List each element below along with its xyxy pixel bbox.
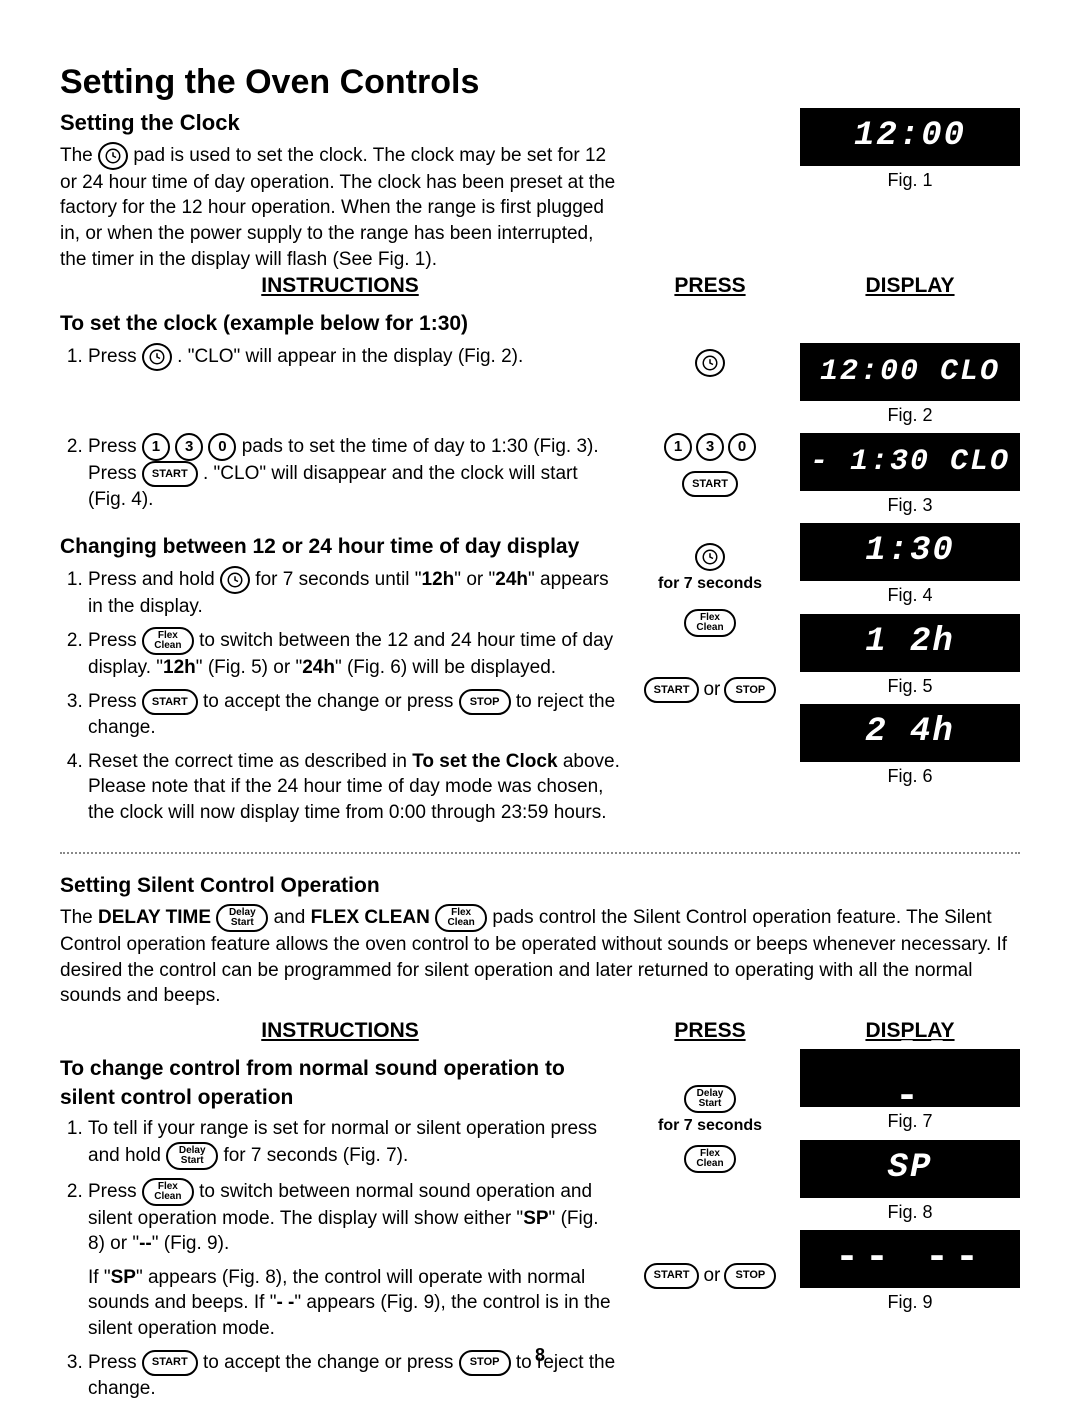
- caption-fig3: Fig. 3: [800, 493, 1020, 517]
- section-divider: [60, 852, 1020, 854]
- page-title: Setting the Oven Controls: [60, 60, 1020, 106]
- intro-text-2: pad is used to set the clock. The clock …: [60, 145, 615, 270]
- heading-12-24: Changing between 12 or 24 hour time of d…: [60, 533, 620, 561]
- display-fig1: 12:00: [800, 108, 1020, 166]
- caption-fig4: Fig. 4: [800, 583, 1020, 607]
- caption-fig8: Fig. 8: [800, 1200, 1020, 1224]
- press-flex-clean: FlexClean: [684, 609, 736, 637]
- flex-clean-pad: FlexClean: [142, 627, 194, 655]
- press-flex-clean-2: FlexClean: [684, 1145, 736, 1173]
- start-pad: START: [142, 461, 198, 487]
- step-1224-1: Press and hold for 7 seconds until "12h"…: [88, 566, 620, 620]
- silent-step-1: To tell if your range is set for normal …: [88, 1116, 620, 1170]
- display-fig2: 12:00 CLO: [800, 343, 1020, 401]
- caption-fig6: Fig. 6: [800, 764, 1020, 788]
- intro-text-1: The: [60, 145, 98, 166]
- col-instructions: INSTRUCTIONS: [60, 272, 620, 300]
- step-1224-4: Reset the correct time as described in T…: [88, 749, 620, 826]
- press-digit-3: 3: [696, 433, 724, 461]
- display-fig3: - 1:30 CLO: [800, 433, 1020, 491]
- press-delay-start: DelayStart: [684, 1085, 736, 1113]
- press-clock-icon: [695, 543, 725, 571]
- flex-clean-pad: FlexClean: [142, 1178, 194, 1206]
- silent-intro: The DELAY TIME DelayStart and FLEX CLEAN…: [60, 904, 1020, 1009]
- digit-0-pad: 0: [208, 433, 236, 461]
- step-1224-2: Press FlexClean to switch between the 12…: [88, 627, 620, 681]
- press-stop-2: STOP: [724, 1263, 776, 1289]
- col-press: PRESS: [630, 272, 790, 300]
- display-fig8: SP: [800, 1140, 1020, 1198]
- caption-fig9: Fig. 9: [800, 1290, 1020, 1314]
- set-clock-step-1: Press . "CLO" will appear in the display…: [88, 343, 620, 371]
- silent-step-2: Press FlexClean to switch between normal…: [88, 1178, 620, 1342]
- press-start-2: START: [644, 1263, 700, 1289]
- heading-setting-clock: Setting the Clock: [60, 108, 620, 138]
- or-label-2: or: [703, 1263, 720, 1289]
- press-for7-label: for 7 seconds: [658, 573, 762, 595]
- display-fig6: 2 4h: [800, 704, 1020, 762]
- display-fig5: 1 2h: [800, 614, 1020, 672]
- col-display: DISPLAY: [800, 272, 1020, 300]
- caption-fig5: Fig. 5: [800, 674, 1020, 698]
- delay-start-pad: DelayStart: [216, 904, 268, 932]
- or-label: or: [703, 677, 720, 703]
- col-press-2: PRESS: [630, 1017, 790, 1045]
- step-1224-3: Press START to accept the change or pres…: [88, 689, 620, 741]
- start-pad: START: [142, 689, 198, 715]
- flex-clean-pad: FlexClean: [435, 904, 487, 932]
- press-stop: STOP: [724, 677, 776, 703]
- digit-3-pad: 3: [175, 433, 203, 461]
- page-number: 8: [0, 1343, 1080, 1367]
- press-digit-0: 0: [728, 433, 756, 461]
- caption-fig2: Fig. 2: [800, 403, 1020, 427]
- heading-silent-control: Setting Silent Control Operation: [60, 872, 1020, 900]
- clock-intro: The pad is used to set the clock. The cl…: [60, 142, 620, 273]
- press-start: START: [682, 471, 738, 497]
- col-instructions-2: INSTRUCTIONS: [60, 1017, 620, 1045]
- press-start: START: [644, 677, 700, 703]
- clock-icon: [220, 566, 250, 594]
- set-clock-step-2: Press 1 3 0 pads to set the time of day …: [88, 433, 620, 513]
- display-fig7: -- -- -- DELAY: [800, 1049, 1020, 1107]
- delay-start-pad: DelayStart: [166, 1142, 218, 1170]
- display-fig9: -- --: [800, 1230, 1020, 1288]
- display-fig4: 1:30: [800, 523, 1020, 581]
- clock-icon: [142, 343, 172, 371]
- caption-fig1: Fig. 1: [800, 168, 1020, 192]
- press-digit-1: 1: [664, 433, 692, 461]
- digit-1-pad: 1: [142, 433, 170, 461]
- press-clock-icon: [695, 349, 725, 377]
- heading-change-sound: To change control from normal sound oper…: [60, 1055, 620, 1112]
- clock-icon: [98, 142, 128, 170]
- stop-pad: STOP: [459, 689, 511, 715]
- heading-set-clock-example: To set the clock (example below for 1:30…: [60, 310, 620, 338]
- press-for7-label-2: for 7 seconds: [658, 1115, 762, 1137]
